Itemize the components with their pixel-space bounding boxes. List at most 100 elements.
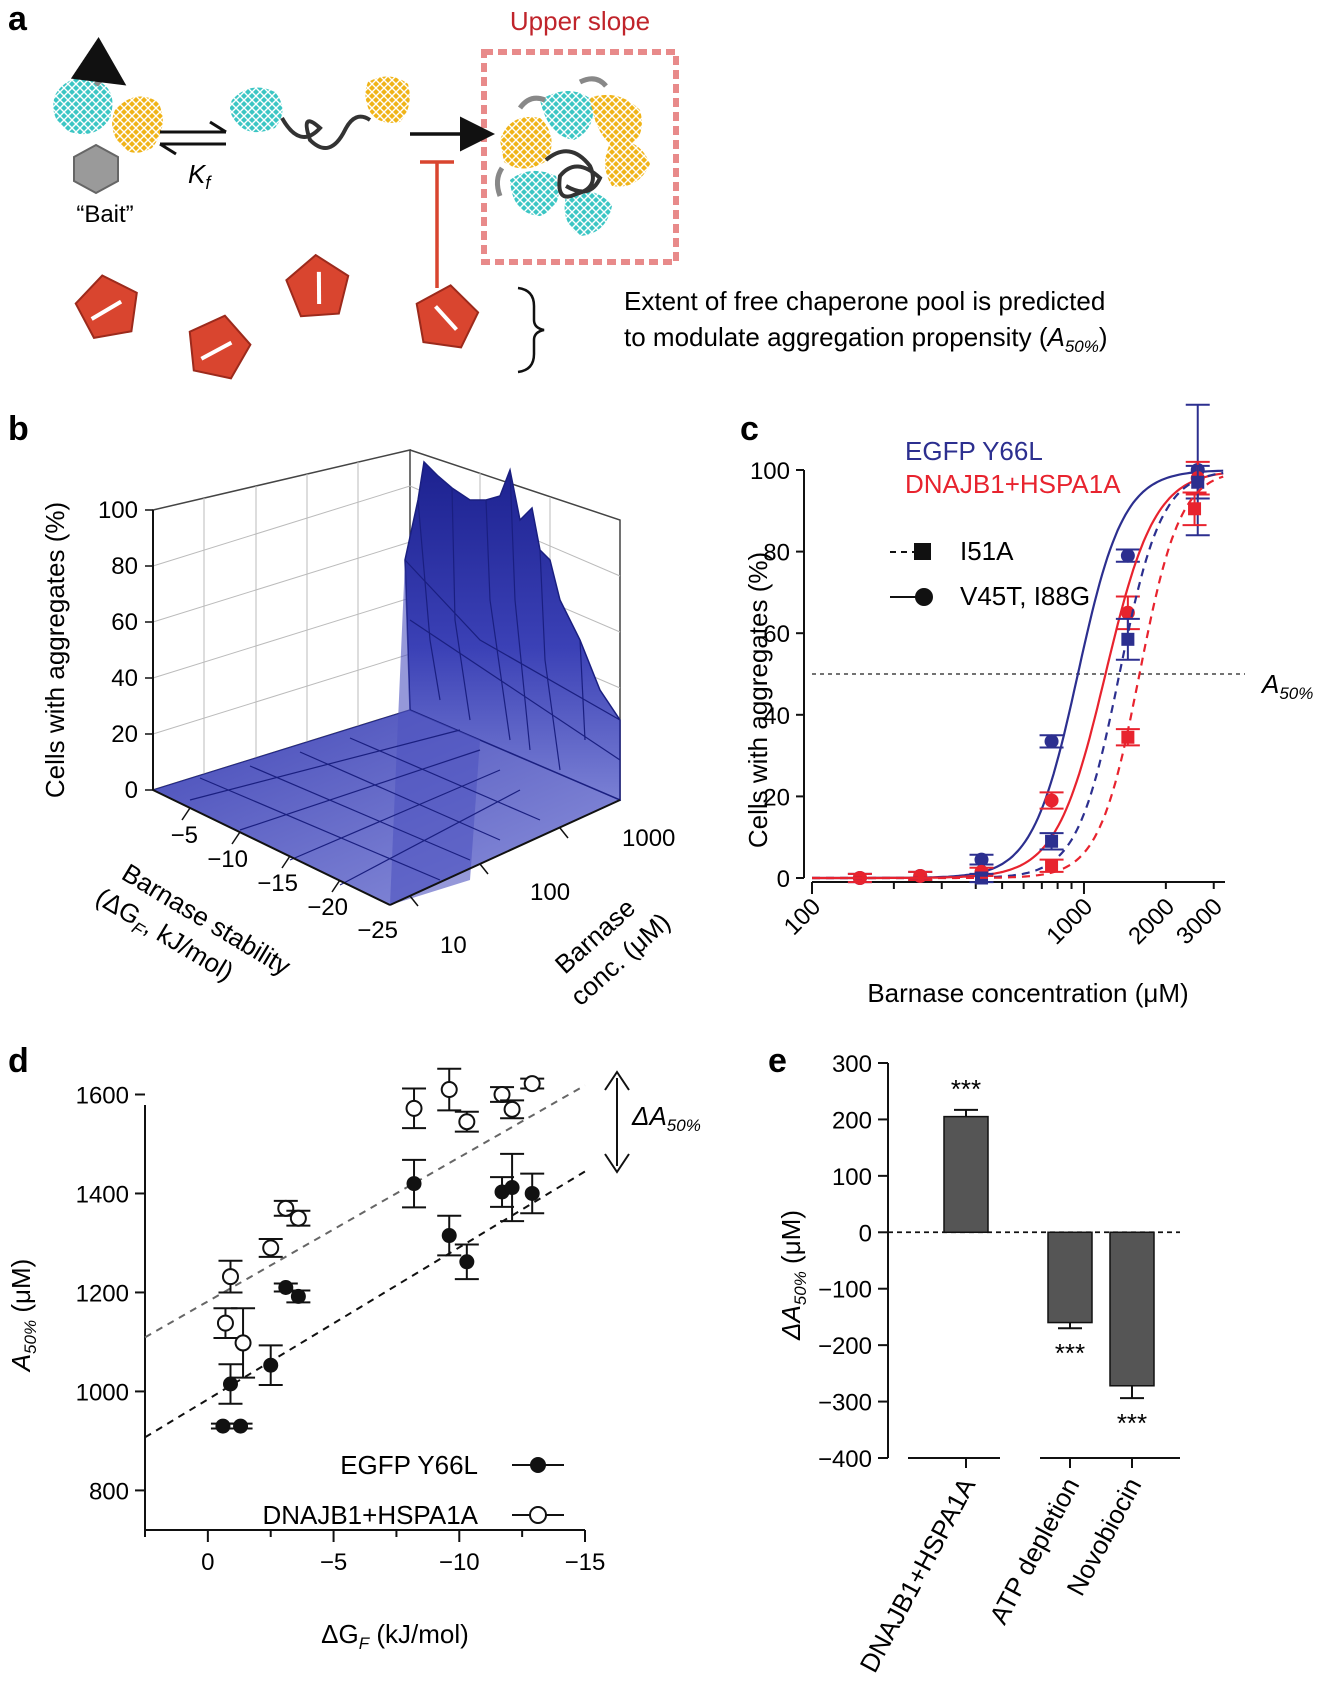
surface-x-ticks: −5 −10 −15 −20 −25: [171, 822, 398, 944]
data-point: [493, 1085, 511, 1103]
y-tick-label: −200: [818, 1333, 872, 1360]
fit-curve: [812, 469, 1224, 880]
stability-axis-line: [152, 789, 391, 906]
fit-curve: [812, 471, 1224, 880]
data-point: [405, 1099, 423, 1117]
data-point: [1121, 632, 1135, 646]
y-tick-label: 1600: [76, 1082, 129, 1109]
data-point: [913, 868, 928, 883]
y-tick-label: 0: [777, 866, 790, 893]
scatter-marks: [144, 1067, 586, 1439]
data-point: [1045, 859, 1059, 873]
a50-threshold-label: A50%: [1260, 669, 1313, 703]
x-tick-label: −15: [565, 1549, 606, 1576]
data-point: [1044, 793, 1059, 808]
kf-label: Kf: [188, 159, 212, 193]
data-point: [504, 1180, 520, 1196]
surface-axis-ticks: [145, 509, 569, 907]
y-tick-label: 200: [832, 1107, 872, 1134]
folded-protein-icon: [53, 37, 163, 153]
data-point: [277, 1199, 295, 1217]
data-point: [503, 1100, 521, 1118]
x-tick: −5: [171, 822, 198, 849]
pool-text-line1: Extent of free chaperone pool is predict…: [624, 286, 1105, 316]
y-tick: 10: [440, 932, 467, 959]
curve-x-label: Barnase concentration (μM): [867, 978, 1188, 1008]
data-point: [221, 1268, 239, 1286]
bait-hexagon-icon: [73, 143, 119, 195]
legend-chaperone: DNAJB1+HSPA1A: [262, 1500, 478, 1530]
y-tick-label: 1400: [76, 1181, 129, 1208]
fit-line: [144, 1084, 586, 1339]
brace-icon: [517, 286, 545, 374]
legend-v45t: V45T, I88G: [890, 581, 1090, 611]
x-tick-label: 2000: [1123, 893, 1180, 950]
data-point: [1191, 475, 1205, 489]
upper-slope-label: Upper slope: [510, 6, 650, 36]
y-tick-label: 100: [832, 1164, 872, 1191]
y-tick-label: 800: [89, 1478, 129, 1505]
y-tick: 100: [530, 879, 570, 906]
scatter-legend: EGFP Y66L DNAJB1+HSPA1A: [262, 1450, 564, 1530]
fit-curve: [812, 475, 1224, 880]
data-point: [1120, 548, 1135, 563]
svg-text:I51A: I51A: [960, 536, 1014, 566]
legend-i51a: I51A: [890, 536, 1014, 566]
panel-e: e 300 200 100 0 −100 −200 −300 −400DNAJB1+HSPA1…: [768, 1042, 1180, 1677]
unfolded-protein-icon: [230, 76, 410, 150]
series-title-chaperone: DNAJB1+HSPA1A: [905, 469, 1121, 499]
data-point: [523, 1075, 541, 1093]
surface-z-label: Cells with aggregates (%): [40, 502, 70, 798]
y-tick-label: 40: [763, 703, 790, 730]
data-point: [278, 1280, 294, 1295]
panel-a: a Upper slope “Bait” Kf: [8, 0, 1108, 380]
x-tick: −25: [357, 917, 398, 944]
chaperone-inhibition-icon: [420, 160, 454, 288]
bar-marks: *** *** ***: [888, 1074, 1180, 1438]
panel-e-letter: e: [768, 1042, 787, 1080]
chaperone-pool-icon: [74, 253, 480, 380]
conc-axis-line: [389, 799, 621, 906]
panel-c-letter: c: [740, 410, 759, 448]
x-tick-label: −5: [320, 1549, 347, 1576]
y-tick-label: −400: [818, 1446, 872, 1473]
significance-stars: ***: [951, 1074, 981, 1104]
x-tick-label: 3000: [1171, 893, 1228, 950]
scatter-axes: 800 1000 1200 1400 1600 0 −5 −10 −15: [76, 1082, 606, 1576]
category-label: ATP depletion: [983, 1473, 1085, 1629]
y-tick-label: 1000: [76, 1379, 129, 1406]
z-tick: 40: [111, 665, 138, 692]
data-point: [289, 1209, 307, 1227]
x-tick-label: 0: [201, 1549, 214, 1576]
z-tick: 80: [111, 553, 138, 580]
data-point: [524, 1185, 540, 1201]
data-point: [222, 1376, 238, 1392]
data-point: [215, 1418, 231, 1434]
curve-y-label: Cells with aggregates (%): [743, 552, 773, 848]
data-point: [290, 1288, 306, 1304]
aggregation-surface: [151, 460, 622, 906]
scatter-y-label: A50% (μM): [6, 1259, 40, 1374]
x-tick: −20: [307, 894, 348, 921]
data-point: [406, 1176, 422, 1192]
data-point: [1188, 502, 1202, 516]
z-tick: 20: [111, 721, 138, 748]
bar: [1047, 1231, 1093, 1324]
legend-egfp: EGFP Y66L: [340, 1450, 478, 1480]
upper-slope-frame: [481, 49, 679, 265]
bar: [1109, 1231, 1155, 1387]
delta-a50-label: ΔA50%: [631, 1101, 701, 1135]
x-tick-label: 100: [779, 893, 826, 940]
y-tick-label: 80: [763, 540, 790, 567]
legend-open-marker: [529, 1506, 547, 1524]
z-tick: 60: [111, 609, 138, 636]
data-point: [459, 1254, 475, 1270]
data-point: [263, 1357, 279, 1373]
x-tick-label: −10: [439, 1549, 480, 1576]
data-point: [1044, 734, 1059, 749]
y-tick-label: 300: [832, 1051, 872, 1078]
x-tick: −15: [257, 870, 298, 897]
svg-text:V45T, I88G: V45T, I88G: [960, 581, 1090, 611]
y-tick-label: 1200: [76, 1280, 129, 1307]
